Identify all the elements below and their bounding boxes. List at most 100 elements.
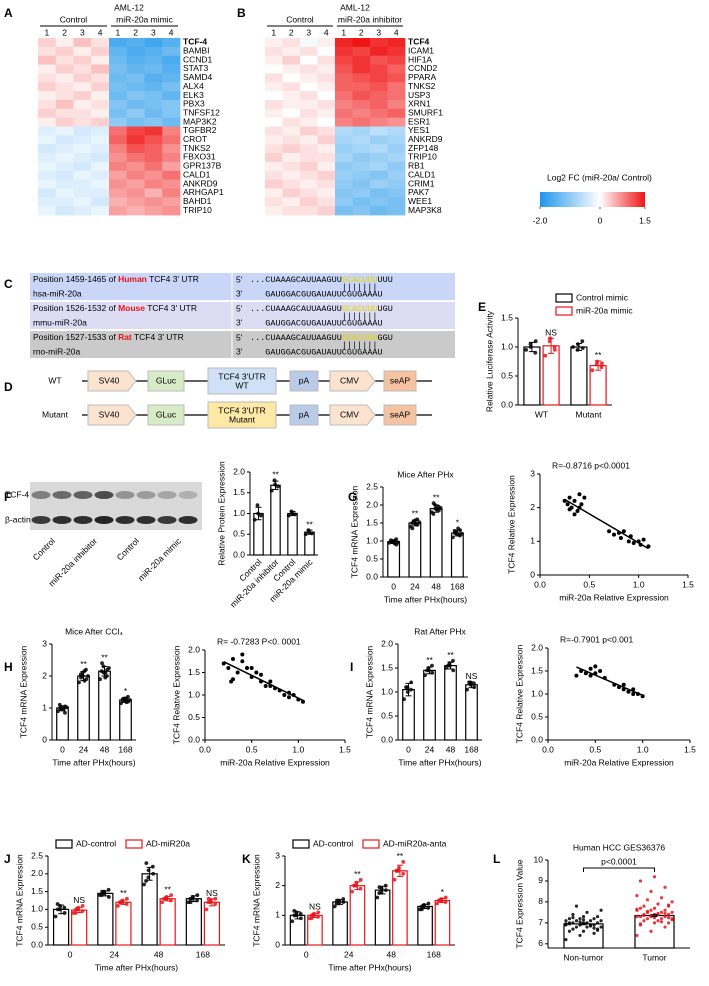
heatmap-cell [387,91,406,101]
heatmap-cell [335,170,353,180]
blot-band [73,491,93,499]
heatmap-cell [162,117,181,127]
x-tick-label: 0 [68,949,73,959]
heatmap-cell [352,73,371,83]
data-point [299,916,303,921]
heatmap-cell [300,126,318,136]
data-point [571,916,575,920]
significance-label: NS [309,902,321,912]
blot-band [115,491,135,499]
y-tick-label: 1 [275,910,280,920]
heatmap-cell [144,91,163,101]
row-label: ICAM1 [408,46,434,56]
heatmap-cell [335,73,353,83]
heatmap-cell [300,153,318,163]
legend-label: AD-miR20a [146,838,190,848]
row-label: CCND1 [183,54,213,64]
heatmap-cell [91,108,110,119]
mirna-sequence: GAUGGACGUGAUAUUCGUGAAAU [265,347,382,357]
data-point [635,933,639,938]
data-point [581,914,586,919]
data-point [410,526,415,531]
element-variant: WT [235,380,248,390]
construct-element [289,404,319,426]
significance-label: ** [272,470,279,480]
data-point [240,659,245,664]
data-point [450,535,455,540]
element-label: TCF4 3'UTR [218,405,265,415]
heatmap-cell [387,117,406,127]
heatmap-cell [387,108,406,119]
heatmap-title: AML-12 [340,2,370,12]
y-tick-label: 1.0 [233,508,245,518]
heatmap-cell [162,170,181,180]
data-point [58,706,62,710]
utr-pre: ...CUAAAGCAUUAAGUU [250,333,342,343]
y-tick-label: 0.5 [31,921,43,931]
heatmap-cell [317,117,336,127]
seed: GCACUUU [342,333,378,343]
heatmap-cell [335,197,353,207]
heatmap-cell [91,197,110,207]
x-tick-label: 24 [410,581,420,591]
heatmap-cell [300,170,318,180]
heatmap-cell [317,73,336,83]
y-tick-label: 1.5 [366,517,378,527]
heatmap-cell [282,144,301,154]
data-point [574,673,579,678]
heatmap-cell [370,82,388,92]
data-point [666,903,671,907]
colorbar-tick-label: 0 [598,215,603,225]
data-point [612,532,616,537]
element-label: CMV [340,409,359,419]
data-point [341,900,346,904]
heatmap-cell [335,55,353,65]
data-point [666,921,671,925]
element-label: seAP [390,409,411,419]
x-tick-label: 1.5 [684,744,696,754]
y-tick-label: 0 [42,734,47,744]
data-point [567,507,572,512]
significance-label: ** [412,509,419,519]
heatmap-cell [38,46,57,57]
data-point [580,346,585,351]
heatmap-cell [335,82,353,92]
data-point [456,526,461,531]
panel-label: H [4,660,13,674]
heatmap-cell [265,170,283,180]
heatmap-cell [352,108,371,119]
heatmap-cell [144,206,163,216]
heatmap-cell [126,55,145,65]
heatmap-cell [300,188,318,198]
mirna-name: mmu-miR-20a [33,317,87,327]
element-label: GLuc [156,375,177,385]
row-label: TNKS2 [408,81,436,91]
heatmap-cell [317,82,336,92]
bar [465,684,478,741]
construct-name: Mutant [42,409,69,419]
heatmap-cell [352,55,371,65]
y-tick-label: 1 [42,702,47,712]
heatmap-cell [352,206,371,216]
significance-label: NS [206,888,218,898]
blot-row-label: β-actin [5,514,31,524]
significance-label: ** [80,659,87,669]
heatmap-cell [300,206,318,216]
heatmap-cell [387,73,406,83]
heatmap-cell [91,135,110,145]
heatmap-cell [162,99,181,110]
heatmap-cell [109,64,128,74]
data-point [635,914,639,919]
row-label: TCF4 [408,37,430,47]
significance-label: ** [397,851,404,861]
heatmap-cell [265,73,283,83]
heatmap-cell [352,144,371,154]
heatmap-cell [38,179,57,189]
x-tick-label: 0 [304,949,309,959]
legend-swatch [292,839,310,849]
heatmap-cell [109,99,128,110]
heatmap-cell [282,99,301,110]
data-point [103,675,108,680]
bar [287,512,298,556]
y-tick-label: 2.0 [188,644,200,654]
